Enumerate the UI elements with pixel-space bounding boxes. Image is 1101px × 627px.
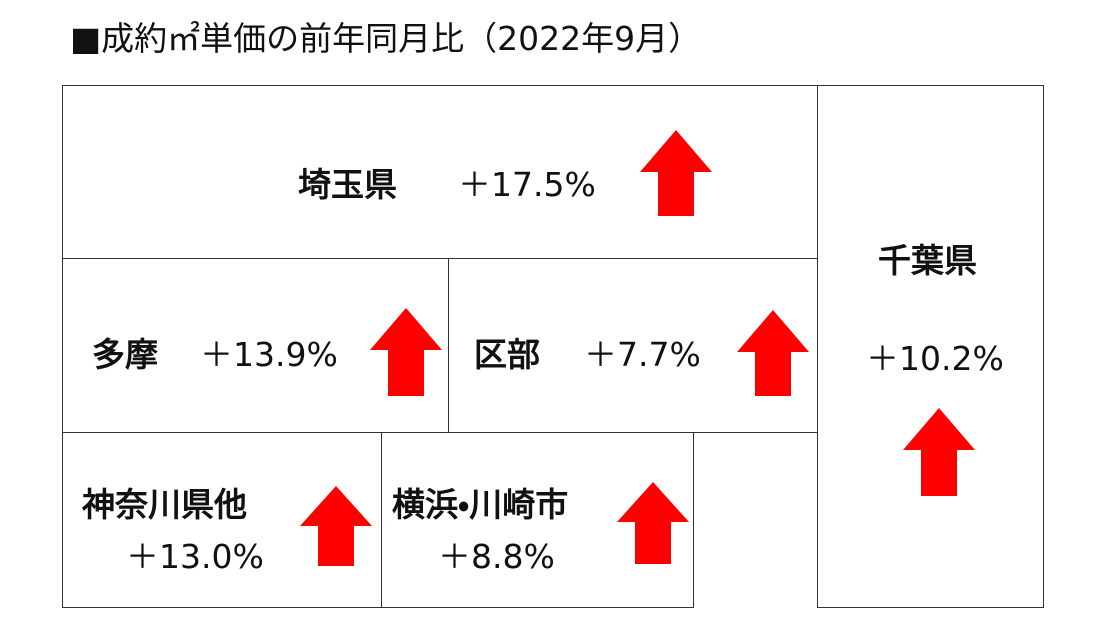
title: ■成約㎡単価の前年同月比（2022年9月） [70,19,702,58]
region-change: ＋13.9% [200,335,338,374]
region-name: 多摩 [92,335,158,374]
region-name: 埼玉県 [298,165,397,204]
up-arrow [300,486,372,566]
box-yokohama [381,432,694,608]
region-name: 神奈川県他 [82,485,247,524]
region-change: ＋8.8% [438,537,555,576]
region-change: ＋10.2% [866,339,1004,378]
region-name: 千葉県 [878,241,977,280]
up-arrow [737,310,809,396]
region-name: 横浜・川崎市 [392,485,569,524]
region-change: ＋7.7% [584,335,701,374]
up-arrow [370,308,442,396]
up-arrow [640,130,712,216]
region-change: ＋17.5% [458,165,596,204]
up-arrow [903,408,975,496]
region-name: 区部 [474,335,540,374]
region-change: ＋13.0% [126,537,264,576]
up-arrow [617,482,689,564]
